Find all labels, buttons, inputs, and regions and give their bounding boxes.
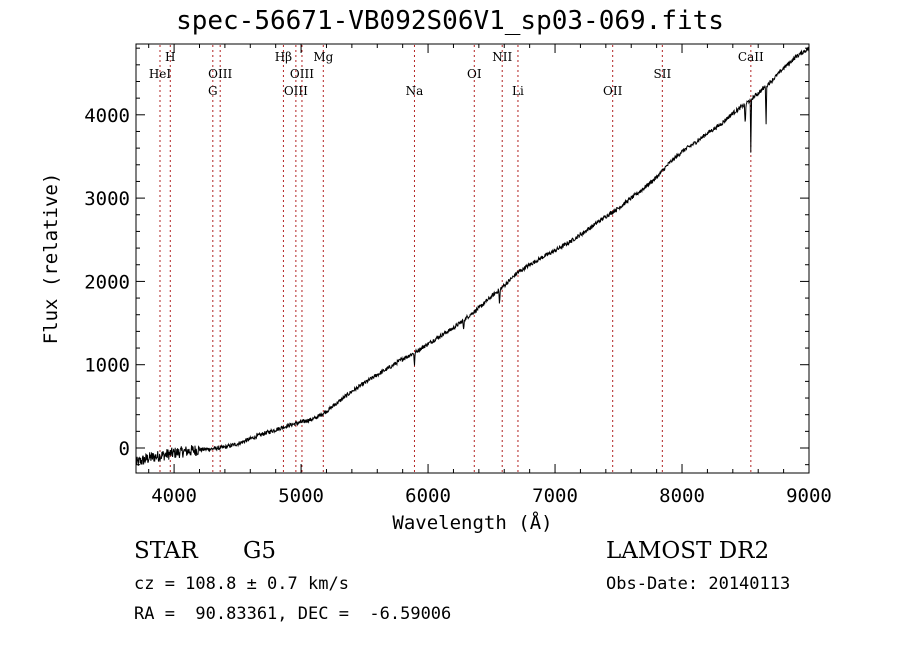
spectral-line-label: OI [467, 67, 482, 81]
chart-title: spec-56671-VB092S06V1_sp03-069.fits [176, 6, 724, 36]
y-tick-label: 1000 [84, 355, 130, 377]
spectral-line-label: HeI [149, 67, 172, 81]
ra-dec-text: RA = 90.83361, DEC = -6.59006 [134, 604, 452, 624]
chart-axes: 4000 5000 6000 7000 8000 9000 0 1000 2000 3000 400… [40, 44, 832, 534]
spectral-line-label: CaII [738, 50, 764, 64]
spectrum-line [135, 46, 810, 466]
spectral-line-label: OIII [208, 67, 232, 81]
spectral-line-label: OIII [284, 84, 308, 98]
spectral-line-label: G [208, 84, 218, 98]
y-tick-label: 3000 [84, 188, 130, 210]
spectral-line-label: OIII [290, 67, 314, 81]
x-tick-label: 4000 [151, 485, 197, 507]
spectral-line-label: Hβ [275, 50, 292, 64]
x-tick-label: 9000 [786, 485, 832, 507]
x-axis-label: Wavelength (Å) [392, 511, 552, 534]
obs-date-text: Obs-Date: 20140113 [606, 574, 791, 594]
y-tick-label: 2000 [84, 271, 130, 293]
spectral-line-label: OII [603, 84, 623, 98]
spectrum-series [135, 46, 810, 466]
object-class: STAR [134, 538, 198, 564]
x-tick-label: 5000 [278, 485, 324, 507]
x-tick-label: 6000 [405, 485, 451, 507]
spectral-line-label: NII [492, 50, 512, 64]
spectral-line-label: Mg [313, 50, 333, 64]
spectral-line-label: Na [406, 84, 424, 98]
object-subclass: G5 [243, 538, 277, 564]
x-tick-label: 7000 [532, 485, 578, 507]
redshift-text: cz = 108.8 ± 0.7 km/s [134, 574, 349, 594]
plot-frame [135, 43, 810, 474]
survey-name: LAMOST DR2 [606, 538, 770, 564]
y-tick-label: 0 [119, 438, 130, 460]
y-axis-label: Flux (relative) [40, 173, 62, 345]
spectral-line-label: H [165, 50, 175, 64]
x-tick-label: 8000 [659, 485, 705, 507]
spectral-line-markers: HeI H OIII G Hβ OIII OIII Mg Na OI NII Li OII SII CaII [149, 45, 764, 472]
spectral-line-label: Li [512, 84, 524, 98]
y-tick-label: 4000 [84, 105, 130, 127]
spectral-line-label: SII [653, 67, 671, 81]
